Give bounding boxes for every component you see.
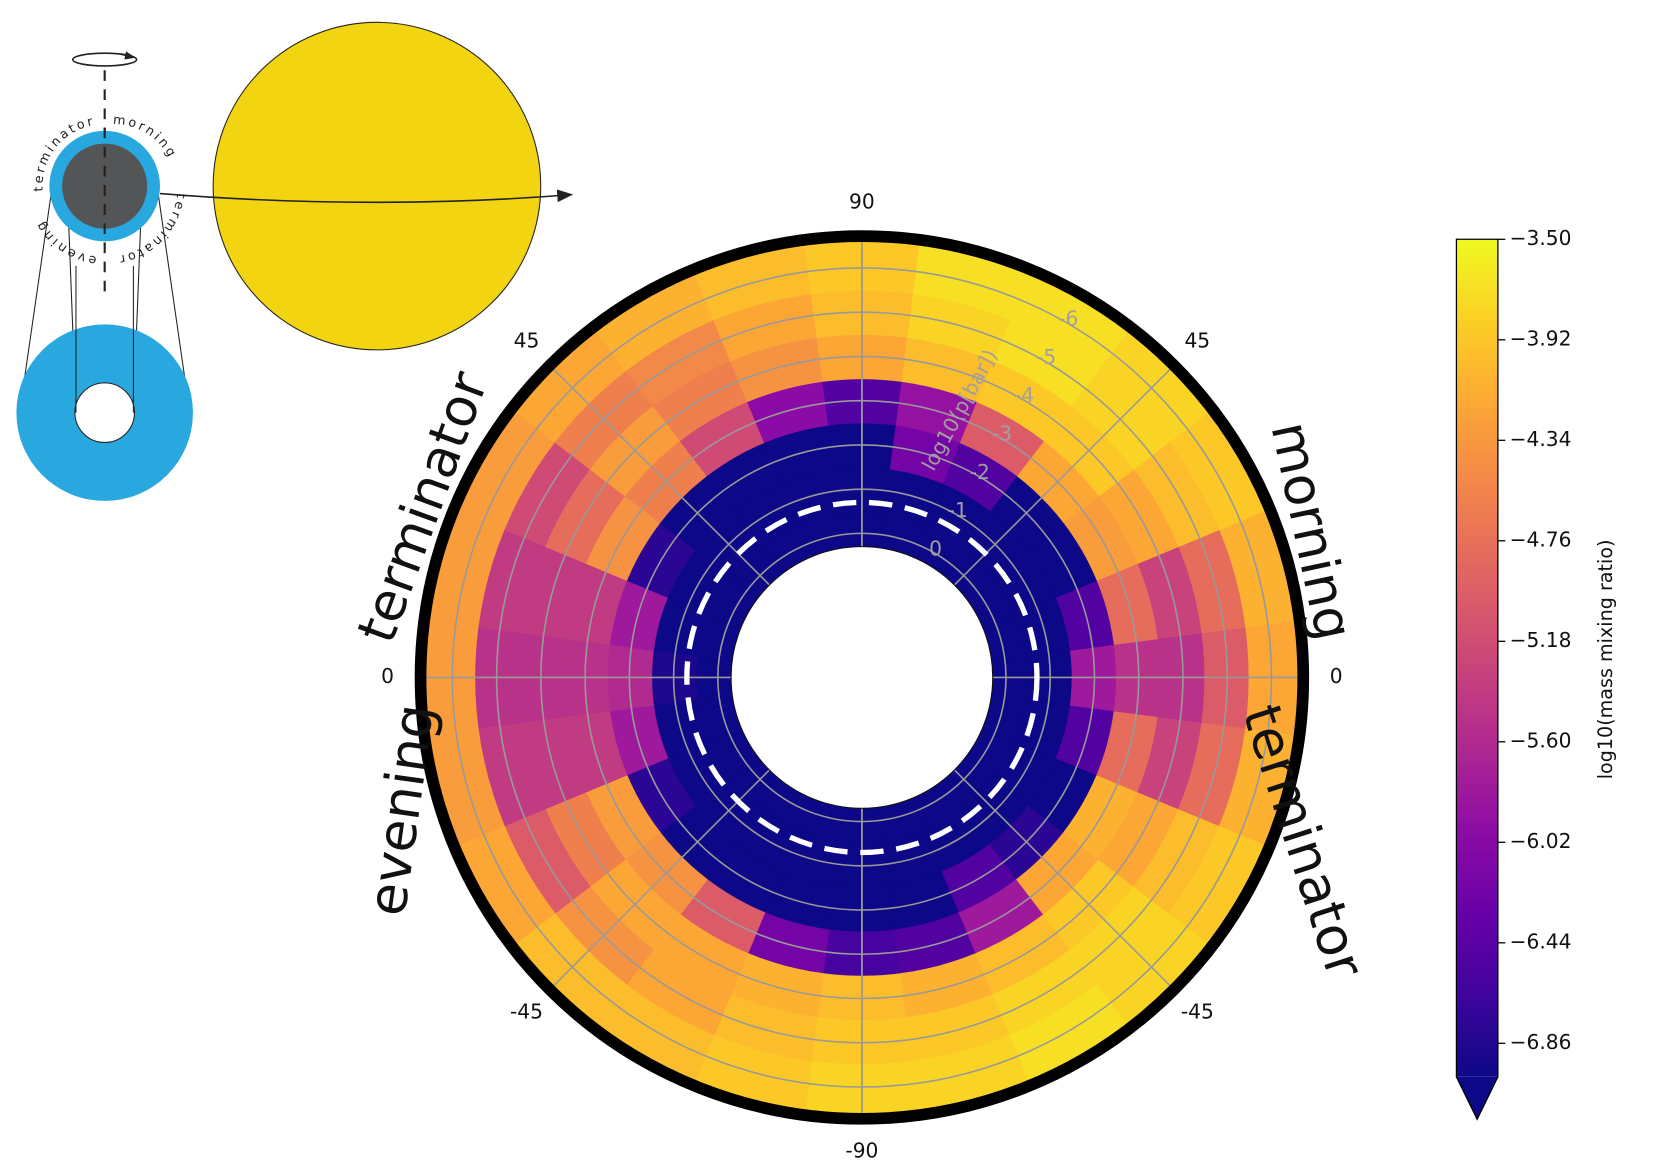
angle-tick-label: 45 [514,329,540,353]
r-tick-label: -4 [1014,383,1034,407]
colorbar-tick-label: −3.50 [1510,226,1572,250]
polar-plot: 0-1-2-3-4-5-6-90-4504590-45045log10(p[ba… [345,190,1617,1163]
colorbar-tick-label: −5.60 [1510,728,1572,752]
colorbar-tick-label: −6.02 [1510,829,1572,853]
rotation-arrow [119,51,136,60]
colorbar-tick-label: −6.86 [1510,1030,1572,1054]
grid-line [953,769,1171,987]
orbit-arrow [159,189,574,204]
inner-edge [730,546,994,809]
colorbar-extension [1456,1076,1498,1120]
grid-line [953,368,1171,586]
angle-tick-label: 90 [849,190,875,214]
angle-tick-label: -45 [1181,999,1214,1023]
angle-tick-label: 0 [381,664,394,688]
colorbar-tick-label: −4.34 [1510,427,1572,451]
side-label: evening [356,700,447,919]
grid-line [553,769,770,987]
angle-tick-label: -45 [510,999,543,1023]
r-tick-label: -2 [970,460,990,484]
colorbar [1456,239,1498,1077]
r-tick-label: -3 [992,421,1012,445]
colorbar-tick-label: −6.44 [1510,929,1572,953]
angle-tick-label: 0 [1330,664,1343,688]
colorbar-label: log10(mass mixing ratio) [1594,539,1617,779]
inset-diagram: terminator morning terminator evening [16,21,574,501]
planet-slice [74,382,135,443]
r-tick-label: -1 [948,498,968,522]
reference-level [684,499,1040,856]
colorbar-tick-label: −4.76 [1510,527,1572,551]
r-tick-label: 0 [929,536,942,560]
grid-line [553,368,770,586]
colorbar-tick-label: −3.92 [1510,326,1572,350]
rotation-ellipse [71,52,138,67]
outer-ring [414,230,1310,1125]
angle-tick-label: 45 [1184,329,1210,353]
angle-tick-label: -90 [845,1138,878,1162]
colorbar-outline [1455,238,1499,1121]
star [212,21,542,351]
r-tick-label: -6 [1058,307,1078,331]
r-tick-label: -5 [1036,345,1056,369]
colorbar-tick-label: −5.18 [1510,628,1572,652]
